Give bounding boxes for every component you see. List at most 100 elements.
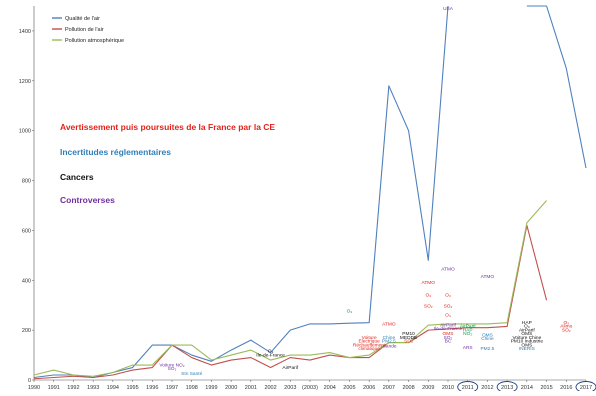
category-label: Avertissement puis poursuites de la Fran… — [60, 122, 275, 132]
x-tick-label: 1990 — [28, 385, 40, 391]
annotation-label: O₃ — [445, 292, 451, 298]
annotation-label: SO₂ — [562, 327, 571, 333]
x-tick-label: 2010 — [442, 385, 454, 391]
annotation-label: AirParif — [519, 327, 535, 333]
x-tick-label: 2014 — [521, 385, 533, 391]
chart-category-labels: Avertissement puis poursuites de la Fran… — [60, 122, 275, 205]
x-tick-label: 2007 — [383, 385, 395, 391]
annotation-label: ATMO — [441, 266, 455, 272]
x-tick-label: 2015 — [540, 385, 552, 391]
y-tick-label: 1000 — [19, 129, 31, 135]
x-tick-label: 2004 — [324, 385, 336, 391]
annotation-label: ATMO — [382, 322, 396, 328]
category-label: Cancers — [60, 172, 94, 182]
legend-entry: Qualité de l'air — [65, 16, 100, 22]
annotation-label: O₃ — [445, 312, 451, 318]
annotation-label: PM10 — [402, 331, 415, 337]
annotation-label: O₃ — [268, 349, 274, 355]
x-tick-label: 2000 — [225, 385, 237, 391]
x-tick-label: 1995 — [126, 385, 138, 391]
x-tick-label: 2011 — [462, 385, 474, 391]
chart-legend: Qualité de l'air Pollution de l'air Pollut… — [52, 16, 124, 44]
annotation-label: Electrique — [358, 339, 380, 345]
x-tick-label: 2008 — [402, 385, 414, 391]
chart-series-layer — [33, 5, 587, 380]
annotation-label: OMS — [521, 331, 532, 337]
legend-entry: Pollution de l'air — [65, 27, 104, 33]
x-tick-label: 1998 — [186, 385, 198, 391]
x-tick-label: (2003) — [302, 385, 318, 391]
x-tick-label: 2017 — [580, 385, 592, 391]
x-tick-label: 1992 — [67, 385, 79, 391]
annotation-label: climatique — [358, 346, 380, 352]
series-line-1 — [33, 5, 587, 379]
annotation-label: AirParif — [460, 324, 476, 330]
x-tick-label: 2013 — [501, 385, 513, 391]
y-tick-label: 1400 — [19, 29, 31, 35]
y-tick-label: 600 — [22, 228, 31, 234]
x-tick-label: 2003 — [284, 385, 296, 391]
annotation-label: Voiture Chine — [512, 335, 541, 341]
x-tick-label: 1999 — [205, 385, 217, 391]
annotation-label: ARS — [463, 345, 473, 351]
y-tick-label: 800 — [22, 179, 31, 185]
annotation-label: Chine — [481, 336, 494, 342]
annotation-label: MEDDE — [400, 335, 417, 341]
x-tick-label: 2009 — [422, 385, 434, 391]
annotation-label: PM10 Industrie — [511, 339, 544, 345]
x-tick-label: 2002 — [264, 385, 276, 391]
annotation-label: NO₂ — [463, 331, 472, 337]
y-tick-label: 400 — [22, 278, 31, 284]
annotation-label: SO₂ — [424, 304, 433, 310]
annotation-label: INERIS — [519, 346, 535, 352]
annotation-label: AirParif — [282, 365, 298, 371]
x-tick-label: 2001 — [245, 385, 257, 391]
annotation-label: OMS — [521, 342, 532, 348]
x-tick-label: 1997 — [166, 385, 178, 391]
category-label: Controverses — [60, 195, 115, 205]
y-tick-label: 1200 — [19, 79, 31, 85]
annotation-label: OMS — [443, 331, 454, 337]
annotation-label: O₃ — [524, 324, 530, 330]
x-tick-label: 1993 — [87, 385, 99, 391]
annotation-label: OMS — [482, 332, 493, 338]
annotation-label: ATMO — [481, 274, 495, 280]
annotation-label: Réchauffement — [353, 342, 386, 348]
annotation-label: SO₂ — [168, 366, 177, 372]
annotation-label: O₃ — [563, 320, 569, 326]
annotation-label: Ile-de-France — [256, 352, 285, 358]
category-label: Incertitudes réglementaires — [60, 147, 171, 157]
x-tick-label: 2016 — [560, 385, 572, 391]
series-line-3 — [33, 200, 547, 377]
annotation-label: O₃ — [347, 309, 353, 315]
annotation-label: O₃ — [425, 292, 431, 298]
x-tick-label: 2005 — [343, 385, 355, 391]
series-line-2 — [33, 224, 548, 380]
y-tick-label: 0 — [28, 378, 31, 384]
annotation-label: Alimo — [560, 324, 572, 330]
annotation-label: AirParif — [440, 322, 456, 328]
annotation-label: Chine — [383, 335, 396, 341]
x-tick-label: 1991 — [48, 385, 60, 391]
annotation-label: HAP — [522, 320, 532, 326]
x-tick-label: 1994 — [107, 385, 119, 391]
annotation-label: HAP — [463, 327, 473, 333]
x-tick-label: 2006 — [363, 385, 375, 391]
x-tick-label: 2012 — [481, 385, 493, 391]
annotation-label: ATMO — [422, 280, 436, 286]
annotation-label: BC — [445, 339, 452, 345]
chart-axes: 0 200 400 600 800 1000 1200 1400 1990 1991 1992 199… — [19, 6, 596, 393]
annotation-label: USA — [443, 6, 454, 12]
annotation-label: SO₂ — [404, 339, 413, 345]
annotation-label: Ile-de-France — [434, 326, 463, 332]
annotation-label: PM2.5 — [480, 346, 494, 352]
legend-entry: Pollution atmosphérique — [65, 38, 124, 44]
y-tick-label: 200 — [22, 328, 31, 334]
annotation-label: SO₂ — [444, 335, 453, 341]
annotation-label: Stn Santé — [181, 371, 202, 377]
annotation-label: SO₂ — [444, 304, 453, 310]
annotation-label: PM2.5 — [382, 339, 396, 345]
